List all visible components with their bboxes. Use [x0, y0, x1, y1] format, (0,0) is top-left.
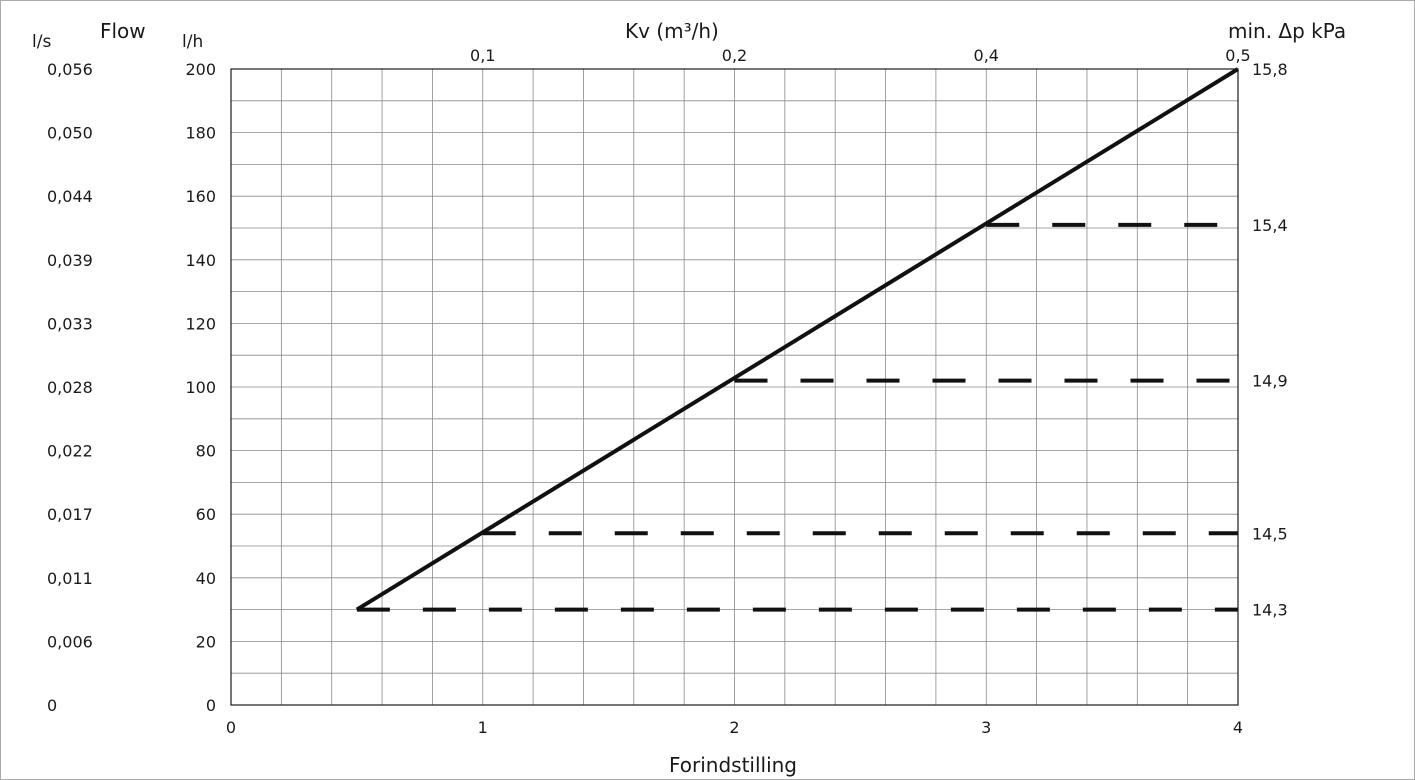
y-tick-label-lh: 20: [196, 632, 216, 651]
x-axis-title: Forindstilling: [669, 753, 797, 777]
y-tick-label-lh: 100: [185, 378, 216, 397]
series-layer: [355, 67, 1240, 612]
y-tick-label-lh: 60: [196, 505, 216, 524]
y-tick-label-ls: 0,050: [47, 124, 93, 143]
kv-tick-label: 0,5: [1225, 46, 1250, 65]
kv-axis-title: Kv (m³/h): [625, 19, 719, 43]
flow-curve: [355, 67, 1240, 612]
y-tick-label-ls: 0,006: [47, 632, 93, 651]
y-tick-label-lh: 140: [185, 251, 216, 270]
dp-tick-label: 15,4: [1252, 216, 1288, 235]
grid: [231, 69, 1238, 705]
y-tick-label-ls: 0,033: [47, 314, 93, 333]
x-tick-label: 0: [226, 718, 236, 737]
x-tick-label: 1: [478, 718, 488, 737]
y-tick-label-ls: 0,028: [47, 378, 93, 397]
kv-tick-label: 0,1: [470, 46, 495, 65]
y-tick-label-lh: 40: [196, 569, 216, 588]
y-tick-label-lh: 200: [185, 60, 216, 79]
y-tick-label-lh: 180: [185, 124, 216, 143]
dp-tick-label: 15,8: [1252, 60, 1288, 79]
y-tick-label-lh: 160: [185, 187, 216, 206]
y-tick-label-lh: 80: [196, 442, 216, 461]
dp-tick-label: 14,3: [1252, 601, 1288, 620]
y-tick-label-ls: 0,011: [47, 569, 93, 588]
dp-tick-label: 14,5: [1252, 524, 1288, 543]
y-tick-label-ls: 0,022: [47, 442, 93, 461]
x-tick-label: 2: [729, 718, 739, 737]
y-tick-label-ls: 0,056: [47, 60, 93, 79]
kv-tick-label: 0,4: [974, 46, 999, 65]
dp-axis-title: min. Δp kPa: [1228, 19, 1346, 43]
label-layer: 0 1 2 3 402040608010012014016018020000,0060,…: [47, 46, 1288, 737]
y-tick-label-ls: 0,044: [47, 187, 93, 206]
y-axis-unit-ls: l/s: [32, 32, 51, 52]
kv-tick-label: 0,2: [722, 46, 747, 65]
dp-tick-label: 14,9: [1252, 372, 1288, 391]
y-axis-unit-lh: l/h: [182, 32, 203, 52]
y-axis-title: Flow: [100, 19, 146, 43]
x-tick-label: 4: [1233, 718, 1243, 737]
y-tick-label-ls: 0,039: [47, 251, 93, 270]
y-tick-label-ls: 0,017: [47, 505, 93, 524]
y-tick-label-lh: 0: [206, 696, 216, 715]
y-tick-label-ls: 0: [47, 696, 57, 715]
x-tick-label: 3: [981, 718, 991, 737]
y-tick-label-lh: 120: [185, 314, 216, 333]
plot-frame: [230, 68, 1239, 706]
